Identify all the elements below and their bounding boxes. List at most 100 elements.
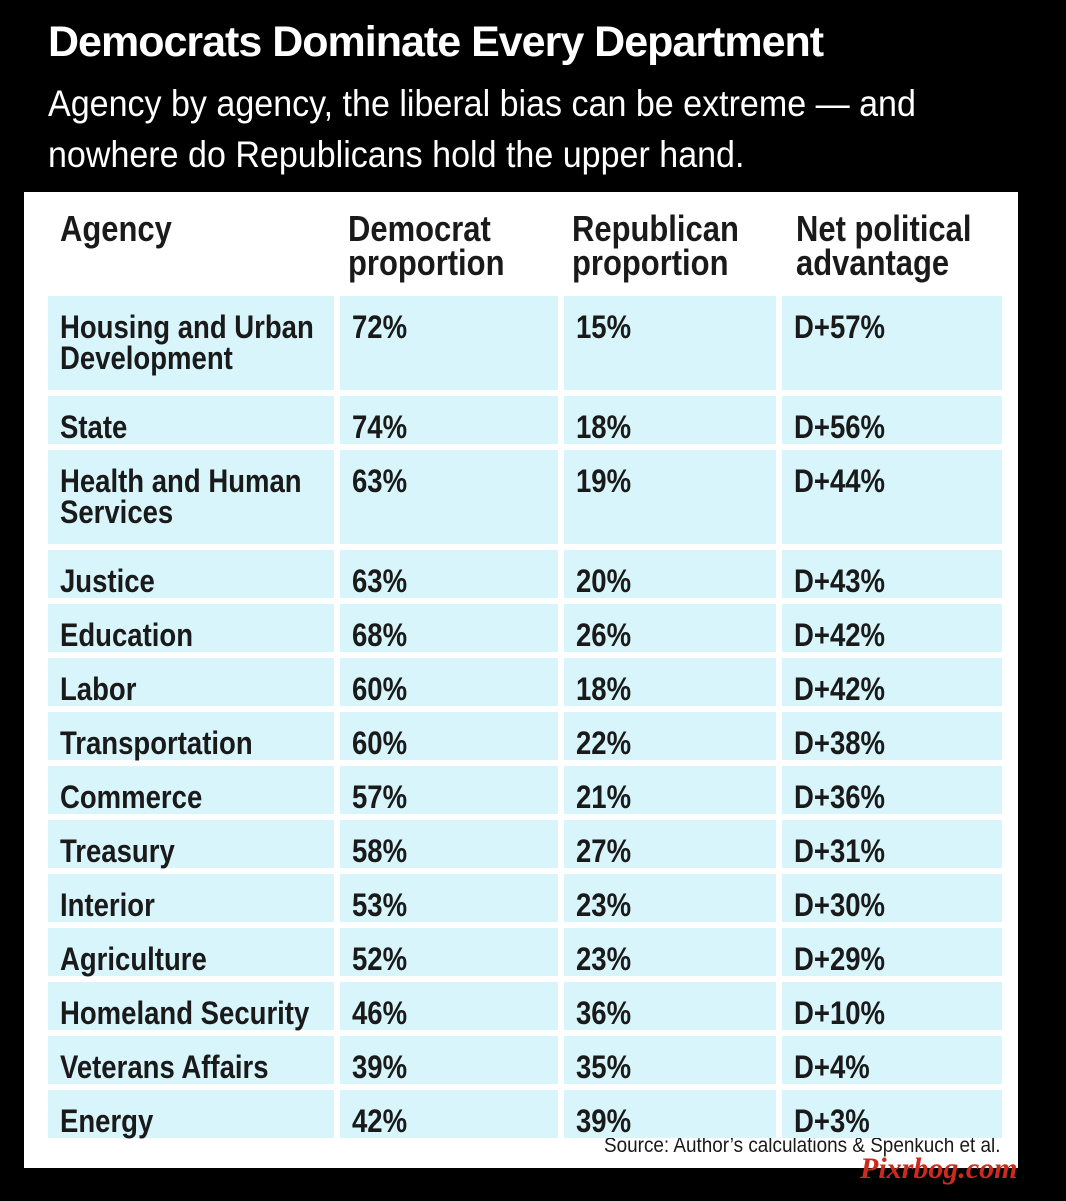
agency-label: Labor <box>60 673 136 705</box>
table-cell-dem: 68% <box>340 604 558 652</box>
agency-label-line: Development <box>60 340 233 376</box>
rep-value: 22% <box>576 725 632 761</box>
dem-value: 74% <box>352 409 408 445</box>
dem-value: 39% <box>352 1049 408 1085</box>
table-row: Housing and Urban Development 72% 15% D+57% <box>24 296 1018 390</box>
table-cell-rep: 15% <box>564 296 776 390</box>
column-header: Agency <box>60 208 172 249</box>
table-cell-net: D+56% <box>782 396 1002 444</box>
agency-label: Energy <box>60 1103 154 1139</box>
column-header-line: Agency <box>60 208 172 249</box>
table-row: Treasury 58% 27% D+31% <box>24 820 1018 868</box>
table-cell-net: D+36% <box>782 766 1002 814</box>
table-cell-dem: 60% <box>340 712 558 760</box>
table-cell-dem: 63% <box>340 450 558 544</box>
rep-value: 15% <box>576 309 632 345</box>
table-cell-rep: 21% <box>564 766 776 814</box>
rep-value: 20% <box>576 563 632 599</box>
table-cell-net: D+42% <box>782 658 1002 706</box>
rep-value: 36% <box>576 995 632 1031</box>
table-row: Transportation 60% 22% D+38% <box>24 712 1018 760</box>
agency-label-line: Homeland Security <box>60 995 310 1031</box>
table-cell-agency: Education <box>48 604 334 652</box>
table-row: Health and Human Services 63% 19% D+44% <box>24 450 1018 544</box>
column-header-line: Republican <box>572 208 739 249</box>
table-cell-agency: Labor <box>48 658 334 706</box>
table-cell-agency: Energy <box>48 1090 334 1138</box>
table-cell-dem: 53% <box>340 874 558 922</box>
dem-value: 60% <box>352 671 408 707</box>
dem-value: 53% <box>352 887 408 923</box>
agency-label: Interior <box>60 889 155 921</box>
table-cell-rep: 36% <box>564 982 776 1030</box>
column-header-line: Net political <box>796 208 972 249</box>
table-cell-dem: 42% <box>340 1090 558 1138</box>
table-cell-dem: 39% <box>340 1036 558 1084</box>
table-cell-dem: 52% <box>340 928 558 976</box>
agency-label-line: Transportation <box>60 725 253 761</box>
table-row: Agriculture 52% 23% D+29% <box>24 928 1018 976</box>
rep-value: 18% <box>576 671 632 707</box>
dem-value: 63% <box>352 563 408 599</box>
net-value: D+57% <box>794 309 886 345</box>
dem-value: 68% <box>352 617 408 653</box>
table-cell-net: D+3% <box>782 1090 1002 1138</box>
rep-value: 26% <box>576 617 632 653</box>
agency-label-line: Justice <box>60 563 155 599</box>
table-cell-rep: 35% <box>564 1036 776 1084</box>
table-cell-net: D+29% <box>782 928 1002 976</box>
table-cell-dem: 46% <box>340 982 558 1030</box>
dem-value: 52% <box>352 941 408 977</box>
net-value: D+29% <box>794 941 886 977</box>
table-row: State 74% 18% D+56% <box>24 396 1018 444</box>
table-cell-rep: 39% <box>564 1090 776 1138</box>
table-cell-dem: 58% <box>340 820 558 868</box>
dem-value: 42% <box>352 1103 408 1139</box>
table-cell-agency: Justice <box>48 550 334 598</box>
table-cell-net: D+43% <box>782 550 1002 598</box>
table-cell-net: D+31% <box>782 820 1002 868</box>
agency-label-line: Education <box>60 617 194 653</box>
net-value: D+3% <box>794 1103 870 1139</box>
agency-label: Transportation <box>60 725 253 761</box>
net-value: D+42% <box>794 671 886 707</box>
table-cell-rep: 23% <box>564 928 776 976</box>
table-cell-agency: State <box>48 396 334 444</box>
net-value: D+44% <box>794 463 886 499</box>
table-panel: Source: Author’s calculations & Spenkuch… <box>24 192 1018 1168</box>
table-row: Interior 53% 23% D+30% <box>24 874 1018 922</box>
table-cell-dem: 60% <box>340 658 558 706</box>
table-cell-rep: 22% <box>564 712 776 760</box>
table-cell-agency: Agriculture <box>48 928 334 976</box>
table-cell-net: D+38% <box>782 712 1002 760</box>
net-value: D+43% <box>794 563 886 599</box>
agency-label: Veterans Affairs <box>60 1051 269 1083</box>
watermark: Pixrbog.com <box>860 1152 1018 1185</box>
dem-value: 63% <box>352 463 408 499</box>
column-header: Democrat proportion <box>348 208 504 281</box>
table-cell-net: D+30% <box>782 874 1002 922</box>
table-cell-rep: 26% <box>564 604 776 652</box>
column-header-line: Democrat <box>348 208 491 249</box>
net-value: D+56% <box>794 409 886 445</box>
table-cell-net: D+10% <box>782 982 1002 1030</box>
table-row: Labor 60% 18% D+42% <box>24 658 1018 706</box>
net-value: D+10% <box>794 995 886 1031</box>
agency-label-line: Services <box>60 494 174 530</box>
agency-label-line: Health and Human <box>60 463 302 499</box>
dem-value: 57% <box>352 779 408 815</box>
table-cell-agency: Interior <box>48 874 334 922</box>
table-cell-rep: 27% <box>564 820 776 868</box>
table-row: Homeland Security 46% 36% D+10% <box>24 982 1018 1030</box>
agency-label: Homeland Security <box>60 995 310 1031</box>
agency-label: Agriculture <box>60 943 207 975</box>
agency-label-line: Energy <box>60 1103 154 1139</box>
table-row: Veterans Affairs 39% 35% D+4% <box>24 1036 1018 1084</box>
table-cell-agency: Veterans Affairs <box>48 1036 334 1084</box>
table-cell-dem: 74% <box>340 396 558 444</box>
chart-title: Democrats Dominate Every Department <box>48 18 824 66</box>
dem-value: 60% <box>352 725 408 761</box>
table-cell-dem: 72% <box>340 296 558 390</box>
table-cell-net: D+4% <box>782 1036 1002 1084</box>
agency-label: Health and Human Services <box>60 463 302 530</box>
